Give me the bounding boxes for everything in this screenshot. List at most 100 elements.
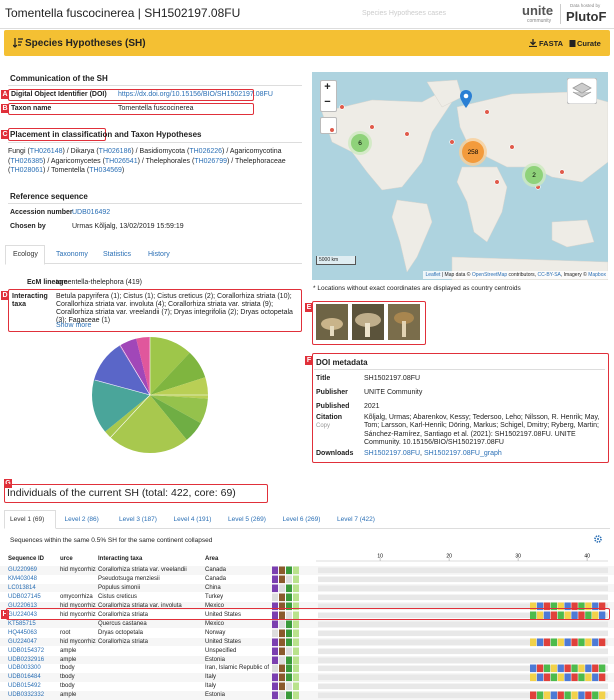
- level-tab[interactable]: Level 2 (86): [64, 516, 99, 523]
- tab[interactable]: History: [148, 251, 170, 258]
- taxon-text: ) / Dikarya (: [62, 148, 99, 155]
- level-tab[interactable]: Level 6 (269): [282, 516, 321, 523]
- taxon-text: ) / Agaricomycetes (: [43, 157, 105, 165]
- sequence-link[interactable]: UDB0154372: [8, 647, 45, 654]
- table-cell: Populus simonii: [98, 584, 141, 591]
- attribution-link[interactable]: OpenStreetMap: [471, 272, 508, 278]
- tab[interactable]: Taxonomy: [56, 251, 88, 258]
- map-point[interactable]: [339, 104, 345, 110]
- sequence-link[interactable]: UDB003300: [8, 665, 41, 672]
- plutof-logo[interactable]: PlutoF: [566, 9, 607, 24]
- color-cell: [286, 602, 292, 610]
- cluster-count[interactable]: 2: [532, 172, 536, 179]
- cluster-count[interactable]: 258: [468, 149, 479, 156]
- sequence-link[interactable]: UDB015492: [8, 683, 41, 690]
- color-cell: [272, 566, 278, 575]
- table-cell: Italy: [205, 674, 217, 681]
- sequence-link[interactable]: HQ445063: [8, 629, 38, 636]
- accession-link[interactable]: UDB016492: [72, 209, 111, 216]
- attribution-link[interactable]: CC-BY-SA: [537, 272, 561, 278]
- sequence-link[interactable]: KT585715: [8, 620, 36, 627]
- sequence-link[interactable]: UDB016484: [8, 674, 41, 681]
- tab[interactable]: Statistics: [103, 251, 132, 258]
- unite-logo-sub: community: [527, 18, 552, 24]
- attribution-link[interactable]: Mapbox: [588, 272, 606, 278]
- curate-button[interactable]: Curate: [577, 39, 601, 48]
- map-point[interactable]: [369, 124, 375, 130]
- sequence-link[interactable]: UDB027145: [8, 593, 41, 600]
- taxon-link[interactable]: TH028061: [10, 167, 44, 174]
- taxon-link[interactable]: TH026385: [10, 157, 44, 165]
- doi-link[interactable]: https://dx.doi.org/10.15156/BIO/SH150219…: [118, 91, 273, 98]
- sequence-link[interactable]: LC013814: [8, 584, 36, 591]
- color-cell: [286, 575, 292, 584]
- nucleotide: [550, 638, 557, 646]
- taxon-link[interactable]: TH026799: [194, 157, 227, 165]
- taxon-link[interactable]: TH026226: [189, 148, 223, 155]
- map-point[interactable]: [559, 169, 565, 175]
- download-link[interactable]: SH1502197.08FU_graph: [423, 450, 502, 457]
- map-point[interactable]: [494, 179, 500, 185]
- color-cell: [286, 638, 292, 646]
- heading-part: and Taxon Hypotheses: [114, 130, 202, 139]
- nucleotide: [557, 602, 564, 610]
- cluster[interactable]: [351, 134, 369, 152]
- active-tab[interactable]: [4, 510, 56, 529]
- field-value: SH1502197.08FU: [364, 375, 421, 382]
- level-tab[interactable]: Level 5 (269): [228, 516, 266, 523]
- heading-part: Placement in classification: [10, 130, 113, 139]
- download-link[interactable]: SH1502197.08FU: [364, 450, 421, 457]
- sequence-link[interactable]: GU220969: [8, 567, 38, 573]
- highlight-box: [6, 608, 610, 620]
- level-tab[interactable]: Level 3 (187): [119, 516, 157, 523]
- sequence-link[interactable]: UDB0232916: [8, 656, 45, 663]
- annotation-marker: H: [1, 610, 9, 619]
- color-cell: [279, 593, 285, 601]
- taxon-link[interactable]: TH026186: [98, 148, 132, 155]
- zoom-control: [320, 80, 337, 112]
- attribution-link[interactable]: Leaflet: [425, 272, 441, 278]
- settings-icon[interactable]: [594, 535, 602, 543]
- zoom-out[interactable]: −: [324, 96, 331, 108]
- nucleotide: [530, 638, 537, 646]
- fungus-images[interactable]: [316, 304, 420, 340]
- copy-button[interactable]: Copy: [316, 423, 331, 429]
- sequence-link[interactable]: UDB0332332: [8, 692, 45, 699]
- taxon-text: ) / Thelephoraceae (: [8, 157, 286, 175]
- sequence-link[interactable]: GU220613: [8, 602, 38, 609]
- tab[interactable]: Ecology: [13, 251, 38, 258]
- sequence-link[interactable]: GU224047: [8, 638, 38, 645]
- unite-logo[interactable]: unite: [522, 3, 554, 18]
- map-point[interactable]: [449, 139, 455, 145]
- zoom-in[interactable]: +: [324, 81, 331, 93]
- taxon-link[interactable]: TH026541: [104, 157, 138, 165]
- map-pin[interactable]: [460, 90, 472, 108]
- level-tab[interactable]: Level 1 (69): [10, 516, 45, 523]
- map-point[interactable]: [484, 109, 490, 115]
- sequence-link[interactable]: GU224043: [8, 611, 38, 618]
- map[interactable]: + − 6 258 2 5000 km Leaflet | Map data © O…: [312, 72, 608, 280]
- nucleotide: [564, 673, 571, 682]
- map-point[interactable]: [509, 144, 515, 150]
- taxon-link[interactable]: TH034569: [89, 167, 122, 174]
- field-label: Title: [316, 375, 331, 382]
- section-heading: Reference sequence: [10, 192, 88, 201]
- interacting-taxa: Betula papyrifera (1); Cistus (1); Cistu…: [56, 293, 293, 324]
- color-cell: [272, 584, 278, 592]
- cluster[interactable]: [525, 166, 543, 184]
- layers-button[interactable]: [567, 78, 597, 104]
- cluster-count[interactable]: 6: [358, 140, 362, 147]
- map-point[interactable]: [329, 127, 335, 133]
- fasta-button[interactable]: FASTA: [539, 39, 564, 48]
- level-tab[interactable]: Level 7 (422): [337, 516, 375, 523]
- taxon-link[interactable]: TH026148: [29, 148, 63, 155]
- show-more-link[interactable]: Show more: [56, 322, 92, 329]
- alignment-row: [272, 593, 608, 601]
- nucleotide: [571, 664, 578, 673]
- active-tab[interactable]: [5, 245, 45, 265]
- sequence-link[interactable]: KM403048: [8, 575, 38, 582]
- search-box[interactable]: Species Hypotheses cases: [362, 10, 447, 17]
- cluster[interactable]: [462, 141, 484, 163]
- map-point[interactable]: [404, 131, 410, 137]
- level-tab[interactable]: Level 4 (191): [173, 516, 212, 523]
